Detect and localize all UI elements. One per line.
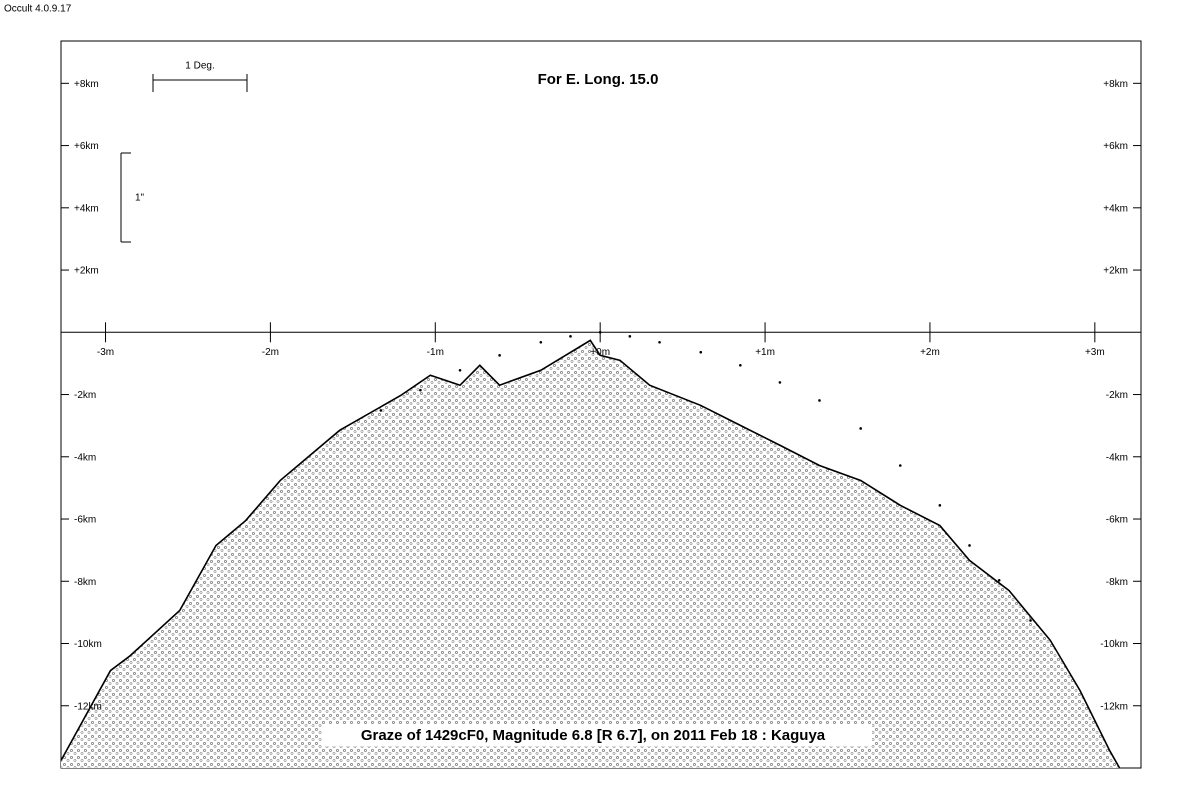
limb-dot xyxy=(938,504,942,507)
limb-dot xyxy=(859,427,862,430)
limb-dot xyxy=(458,368,462,372)
y-tick-label: -8km xyxy=(74,577,96,588)
app-label: Occult 4.0.9.17 xyxy=(4,4,72,15)
y-tick-label: +4km xyxy=(1103,203,1128,214)
limb-dot xyxy=(739,363,742,367)
y-tick-label: +8km xyxy=(74,79,99,90)
y-tick-label: +8km xyxy=(1103,79,1128,90)
x-tick-label: -3m xyxy=(97,347,114,358)
x-tick-label: +3m xyxy=(1085,347,1105,358)
x-tick-label: -2m xyxy=(262,347,279,358)
y-tick-label: -8km xyxy=(1106,577,1128,588)
profile-fill xyxy=(61,340,1120,768)
scale-bar-y xyxy=(120,152,131,243)
limb-dot xyxy=(539,340,543,344)
y-tick-label: +2km xyxy=(1103,266,1128,277)
limb-dot xyxy=(498,354,501,357)
limb-dot xyxy=(818,399,821,402)
y-tick-label: -12km xyxy=(1100,701,1128,712)
y-tick-label: -12km xyxy=(74,701,102,712)
y-tick-label: +6km xyxy=(74,141,99,152)
x-tick-label: -1m xyxy=(427,347,444,358)
profile-line xyxy=(60,339,1121,769)
y-tick-label: -6km xyxy=(1106,515,1128,526)
limb-dot xyxy=(997,579,1001,582)
y-tick-label: -2km xyxy=(1106,390,1128,401)
scale-y-label: 1" xyxy=(135,193,145,204)
limb-dot xyxy=(778,381,782,384)
x-tick-label: +2m xyxy=(920,347,940,358)
y-tick-label: -10km xyxy=(1100,639,1128,650)
limb-dot xyxy=(379,409,383,412)
limb-dot xyxy=(1029,619,1032,622)
y-tick-label: -4km xyxy=(74,452,96,463)
y-tick-label: -4km xyxy=(1106,452,1128,463)
y-tick-label: -2km xyxy=(74,390,96,401)
caption: Graze of 1429cF0, Magnitude 6.8 [R 6.7],… xyxy=(361,727,826,744)
scale-bar-x xyxy=(152,74,248,92)
plot: +8km +8km +6km +6km +4km +4km +2km +2km -2km -2km… xyxy=(60,79,1141,769)
chart-title: For E. Long. 15.0 xyxy=(538,71,659,88)
y-tick-label: -6km xyxy=(74,515,96,526)
limb-dot xyxy=(628,335,632,338)
limb-dot xyxy=(898,464,902,467)
scale-x-label: 1 Deg. xyxy=(185,61,214,72)
caption-bg xyxy=(322,724,872,746)
y-tick-label: +2km xyxy=(74,266,99,277)
limb-dot xyxy=(699,350,703,354)
x-tick-label: +0m xyxy=(590,347,610,358)
x-tick-label: +1m xyxy=(755,347,775,358)
y-tick-label: +6km xyxy=(1103,141,1128,152)
limb-dot xyxy=(968,544,971,547)
y-tick-label: -10km xyxy=(74,639,102,650)
limb-dot xyxy=(419,388,422,392)
limb-dot xyxy=(658,340,661,344)
limb-dot xyxy=(569,335,572,338)
y-tick-label: +4km xyxy=(74,203,99,214)
